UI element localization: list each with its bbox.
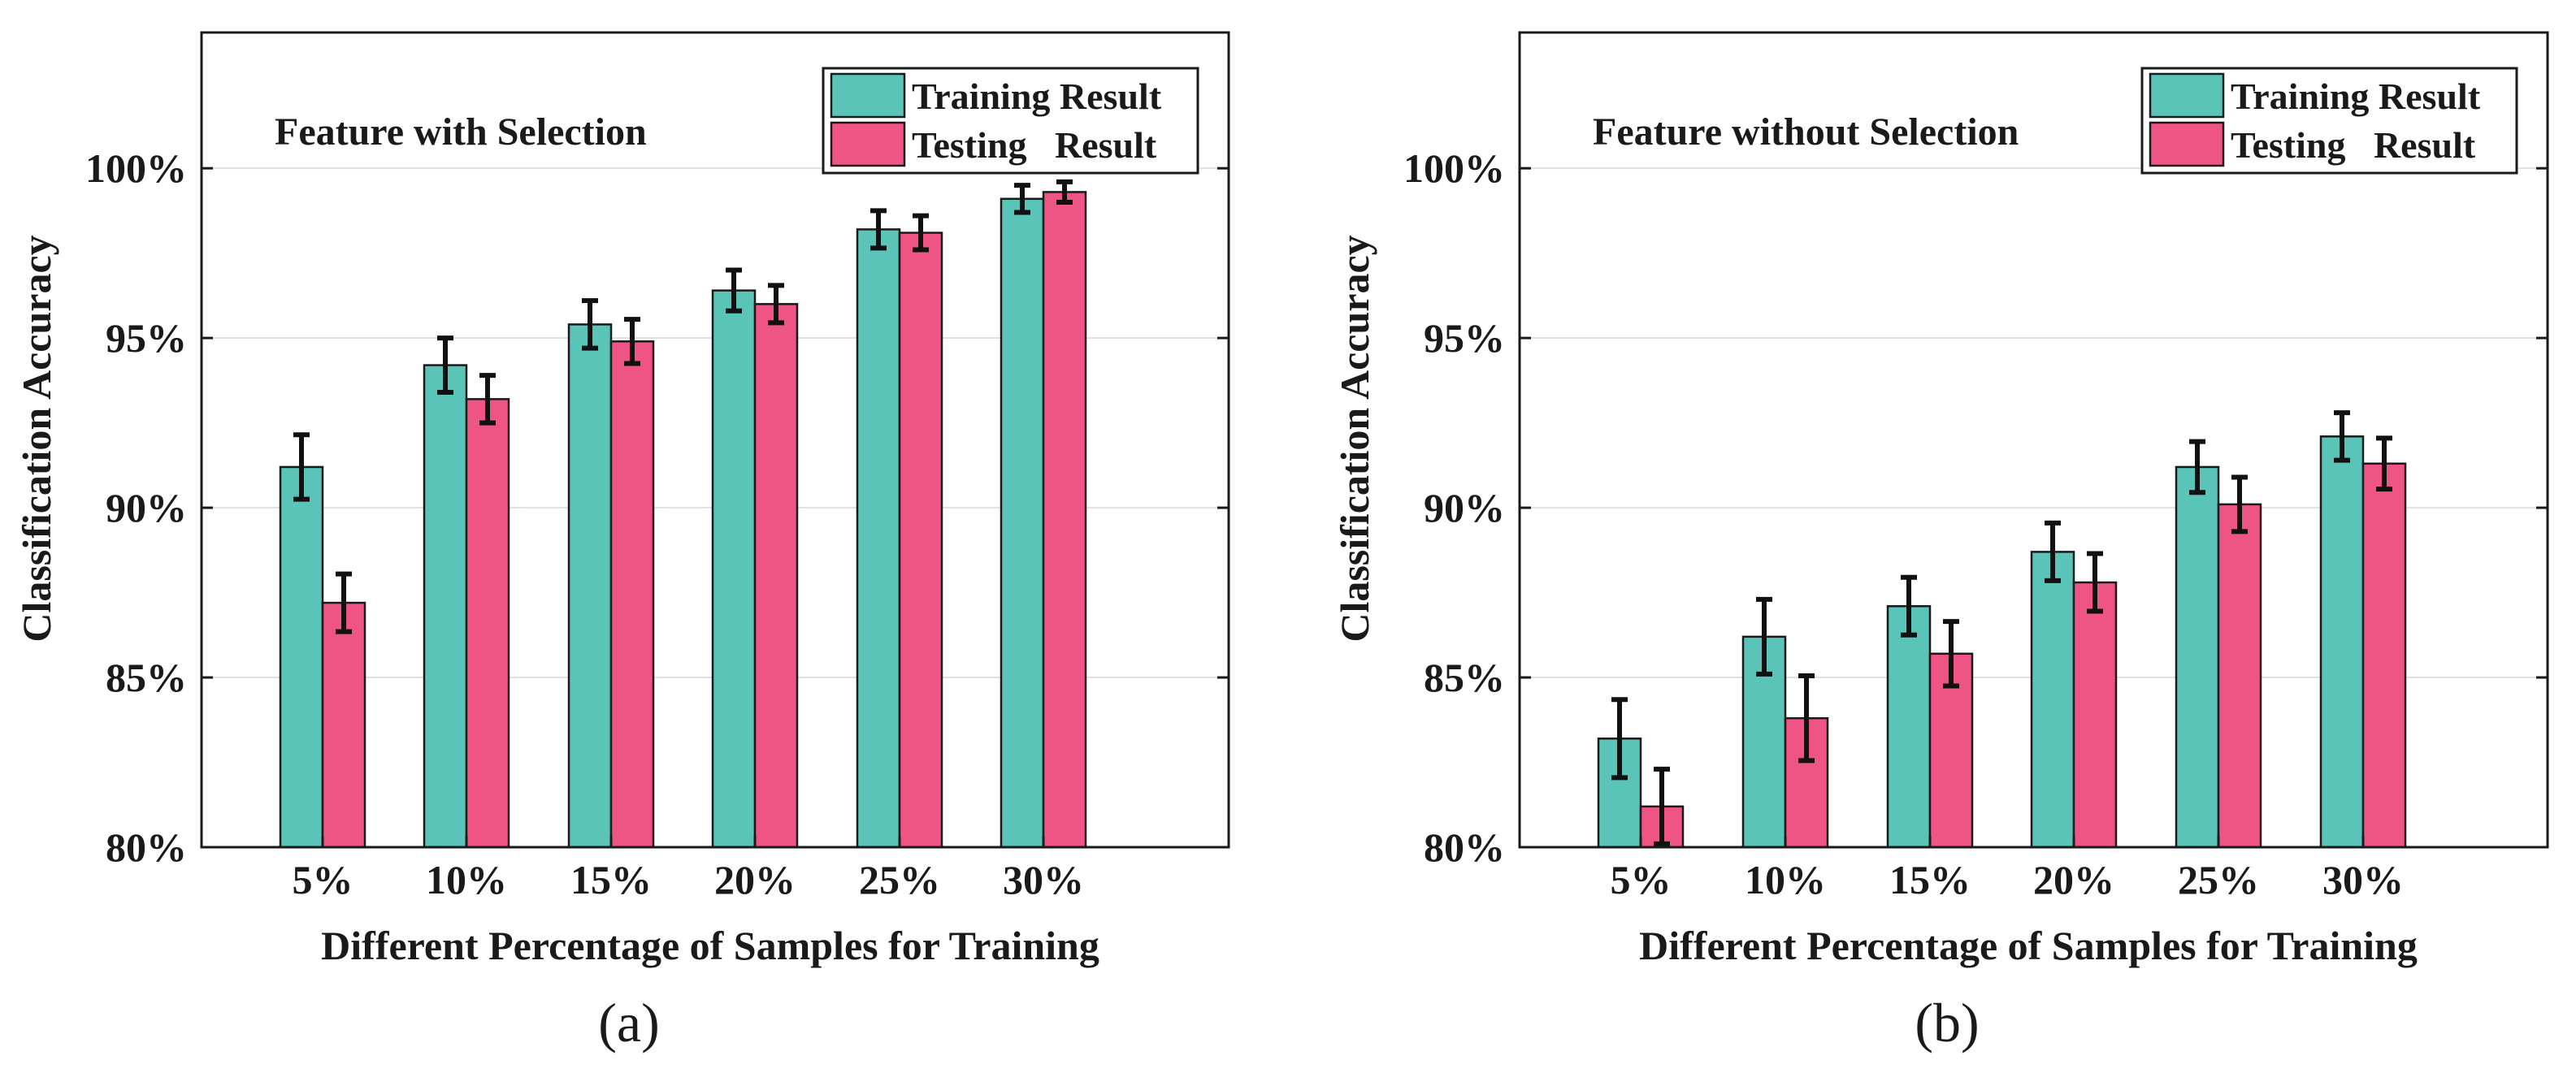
error-bar — [1654, 766, 1670, 846]
y-axis-ticks: 80% 85% 90% 95% 100% — [1403, 145, 2548, 870]
bar-training — [423, 364, 468, 849]
y-tick-label: 100% — [1403, 145, 1505, 191]
bar-testing — [753, 303, 799, 849]
y-tick-label: 80% — [1424, 824, 1505, 870]
legend-label-training: Training Result — [2231, 76, 2481, 117]
error-bar — [2376, 435, 2392, 492]
x-tick-label: 15% — [1889, 857, 1971, 902]
error-bar — [582, 298, 598, 351]
error-bar — [2045, 520, 2061, 583]
bar-testing — [2361, 462, 2407, 849]
bar-testing — [898, 231, 943, 849]
error-bar — [293, 432, 310, 502]
bar-training — [711, 289, 757, 849]
x-axis-ticks: 5% 10% 15% 20% 25% 30% — [293, 836, 1084, 902]
y-tick-label: 85% — [106, 655, 187, 700]
y-tick-label: 95% — [106, 315, 187, 361]
error-bar — [479, 373, 496, 426]
error-bar — [2231, 474, 2248, 534]
legend: Training Result Testing Result — [822, 67, 1199, 175]
error-bar — [1756, 596, 1772, 677]
legend: Training Result Testing Result — [2140, 67, 2518, 175]
bar-testing — [321, 601, 366, 849]
legend-swatch-testing — [2149, 121, 2225, 167]
legend-label-testing: Testing Result — [2231, 124, 2476, 166]
error-bar — [2087, 551, 2103, 614]
error-bar — [1943, 619, 1959, 689]
bar-training — [2319, 435, 2365, 849]
bar-series — [279, 179, 1087, 849]
x-tick-label: 20% — [714, 857, 796, 902]
panel-label: (b) — [1915, 992, 1979, 1054]
y-axis-label: Classification Accuracy — [1332, 235, 1377, 642]
legend-swatch-training — [2149, 72, 2225, 119]
y-axis-label: Classification Accuracy — [14, 235, 59, 642]
error-bar — [726, 267, 742, 314]
bar-testing — [2072, 581, 2118, 849]
error-bar — [1798, 673, 1815, 764]
error-bar — [336, 571, 352, 634]
error-bar — [437, 335, 453, 395]
chart-panel-a: 80% 85% 90% 95% 100% 5% 10% 15% 20% 25% 30% Featu… — [14, 31, 1230, 1054]
y-tick-label: 90% — [106, 485, 187, 530]
x-tick-label: 25% — [859, 857, 940, 902]
bar-testing — [465, 398, 510, 849]
bar-training — [856, 228, 901, 849]
x-tick-label: 30% — [1003, 857, 1084, 902]
x-tick-label: 5% — [1611, 857, 1672, 902]
bar-training — [2030, 551, 2075, 849]
bar-testing — [609, 340, 655, 849]
x-axis-ticks: 5% 10% 15% 20% 25% 30% — [1611, 836, 2404, 902]
chart-panel-b: 80% 85% 90% 95% 100% 5% 10% 15% 20% 25% 30% Featu… — [1332, 31, 2549, 1054]
x-tick-label: 5% — [293, 857, 353, 902]
plot-frame — [200, 31, 1230, 849]
bar-training — [2175, 465, 2220, 849]
y-axis-ticks: 80% 85% 90% 95% 100% — [85, 145, 1229, 870]
y-tick-label: 80% — [106, 824, 187, 870]
x-tick-label: 15% — [570, 857, 652, 902]
error-bar — [1611, 697, 1628, 781]
legend-swatch-training — [830, 72, 906, 119]
y-tick-label: 95% — [1424, 315, 1505, 361]
error-bar — [2189, 439, 2205, 495]
x-tick-label: 30% — [2322, 857, 2404, 902]
y-tick-label: 85% — [1424, 655, 1505, 700]
x-axis-label: Different Percentage of Samples for Trai… — [1639, 923, 2418, 968]
bar-testing — [2217, 503, 2262, 849]
y-tick-label: 90% — [1424, 485, 1505, 530]
bar-training — [567, 323, 613, 849]
error-bar — [1901, 574, 1917, 638]
plot-frame — [1518, 31, 2549, 849]
bar-training — [279, 465, 324, 849]
x-tick-label: 20% — [2033, 857, 2114, 902]
panel-label: (a) — [598, 992, 659, 1054]
x-tick-label: 10% — [1745, 857, 1826, 902]
bar-testing — [1042, 191, 1087, 849]
error-bar — [768, 283, 784, 326]
error-bar — [913, 213, 929, 253]
x-tick-label: 25% — [2178, 857, 2259, 902]
error-bar — [2334, 410, 2350, 463]
error-bar — [1056, 179, 1073, 205]
error-bar — [624, 317, 640, 366]
chart-title: Feature without Selection — [1593, 110, 2019, 154]
x-tick-label: 10% — [426, 857, 507, 902]
error-bar — [1014, 183, 1030, 215]
legend-swatch-testing — [830, 121, 906, 167]
chart-title: Feature with Selection — [275, 110, 647, 154]
legend-label-testing: Testing Result — [912, 124, 1157, 166]
y-tick-label: 100% — [85, 145, 187, 191]
bar-training — [1886, 605, 1932, 849]
x-axis-label: Different Percentage of Samples for Trai… — [321, 923, 1099, 968]
legend-label-training: Training Result — [912, 76, 1162, 117]
error-bar — [870, 208, 887, 251]
bar-training — [1000, 197, 1045, 849]
